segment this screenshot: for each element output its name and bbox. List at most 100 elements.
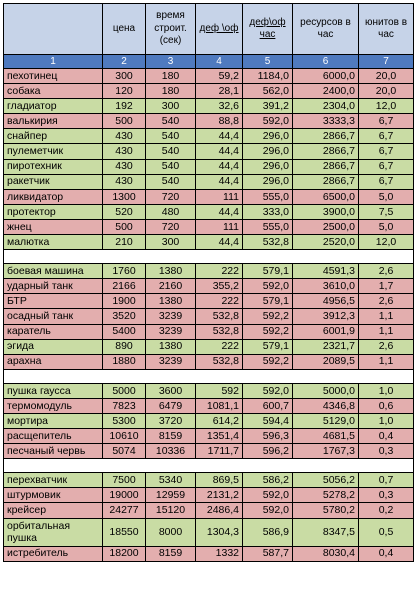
column-header: юнитов в час — [358, 3, 414, 55]
table-row: валькирия 500 540 88,8 592,0 3333,3 6,7 — [3, 113, 414, 130]
value-cell: 579,1 — [242, 263, 293, 280]
value-cell: 586,9 — [242, 517, 293, 547]
column-index: 3 — [145, 54, 196, 69]
column-index: 1 — [3, 54, 103, 69]
value-cell: 8347,5 — [292, 517, 359, 547]
value-cell: 592,0 — [242, 382, 293, 399]
value-cell: 4956,5 — [292, 293, 359, 310]
column-index: 7 — [358, 54, 414, 69]
value-cell: 44,4 — [195, 234, 243, 251]
value-cell: 3610,0 — [292, 278, 359, 295]
value-cell: 1184,0 — [242, 67, 293, 85]
value-cell: 500 — [102, 113, 146, 130]
group-separator — [3, 458, 414, 474]
value-cell: 10610 — [102, 428, 146, 445]
value-cell: 0,3 — [358, 487, 414, 504]
unit-name-cell: малютка — [3, 234, 103, 251]
table-row: истребитель 18200 8159 1332 587,7 8030,4 0,4 — [3, 545, 414, 562]
value-cell: 532,8 — [195, 323, 243, 340]
table-row: жнец 500 720 111 555,0 2500,0 5,0 — [3, 218, 414, 236]
table-row: малютка 210 300 44,4 532,8 2520,0 12,0 — [3, 234, 414, 251]
value-cell: 555,0 — [242, 188, 293, 205]
unit-name-cell: арахна — [3, 353, 103, 370]
column-index: 6 — [292, 54, 359, 69]
unit-name-cell: термомодуль — [3, 397, 103, 414]
value-cell: 1,0 — [358, 382, 414, 399]
value-cell: 333,0 — [242, 203, 293, 220]
column-header: деф \оф — [195, 3, 243, 55]
value-cell: 2866,7 — [292, 143, 359, 160]
value-cell: 562,0 — [242, 83, 293, 100]
value-cell: 5780,2 — [292, 502, 359, 519]
column-header: ресурсов в час — [292, 3, 359, 55]
value-cell: 2131,2 — [195, 487, 243, 504]
unit-name-cell: ударный танк — [3, 278, 103, 295]
unit-stats-table: цена время строит. (сек) деф \оф деф\оф час… — [3, 3, 414, 562]
table-row: арахна 1880 3239 532,8 592,2 2089,5 1,1 — [3, 353, 414, 370]
value-cell: 579,1 — [242, 338, 293, 355]
unit-name-cell: ракетчик — [3, 173, 103, 190]
value-cell: 532,8 — [195, 308, 243, 325]
value-cell: 222 — [195, 263, 243, 280]
unit-name-cell: песчаный червь — [3, 443, 103, 460]
value-cell: 5000 — [102, 382, 146, 399]
table-row: пехотинец 300 180 59,2 1184,0 6000,0 20,0 — [3, 67, 414, 85]
value-cell: 20,0 — [358, 83, 414, 100]
unit-name-cell: орбитальная пушка — [3, 517, 103, 547]
value-cell: 1,1 — [358, 323, 414, 340]
value-cell: 586,2 — [242, 472, 293, 489]
value-cell: 2321,7 — [292, 338, 359, 355]
value-cell: 594,4 — [242, 412, 293, 430]
value-cell: 596,3 — [242, 428, 293, 445]
value-cell: 592,2 — [242, 323, 293, 340]
value-cell: 579,1 — [242, 293, 293, 310]
unit-name-cell: эгида — [3, 338, 103, 355]
table-row: пушка гаусса 5000 3600 592 592,0 5000,0 1,0 — [3, 382, 414, 399]
value-cell: 720 — [145, 218, 196, 236]
table-row: осадный танк 3520 3239 532,8 592,2 3912,3 1,1 — [3, 308, 414, 325]
unit-name-cell: каратель — [3, 323, 103, 340]
value-cell: 720 — [145, 188, 196, 205]
unit-name-cell: осадный танк — [3, 308, 103, 325]
value-cell: 600,7 — [242, 397, 293, 414]
value-cell: 587,7 — [242, 545, 293, 562]
value-cell: 592,2 — [242, 308, 293, 325]
unit-name-cell: БТР — [3, 293, 103, 310]
table-row: боевая машина 1760 1380 222 579,1 4591,3 2,6 — [3, 263, 414, 280]
value-cell: 18550 — [102, 517, 146, 547]
value-cell: 1351,4 — [195, 428, 243, 445]
value-cell: 1332 — [195, 545, 243, 562]
value-cell: 180 — [145, 67, 196, 85]
value-cell: 1711,7 — [195, 443, 243, 460]
unit-name-cell: ликвидатор — [3, 188, 103, 205]
value-cell: 8159 — [145, 428, 196, 445]
value-cell: 32,6 — [195, 98, 243, 115]
unit-name-cell: расщепитель — [3, 428, 103, 445]
value-cell: 1,7 — [358, 278, 414, 295]
value-cell: 5400 — [102, 323, 146, 340]
spreadsheet: цена время строит. (сек) деф \оф деф\оф час… — [3, 3, 414, 605]
separator-cell — [3, 249, 414, 265]
value-cell: 18200 — [102, 545, 146, 562]
value-cell: 614,2 — [195, 412, 243, 430]
value-cell: 0,3 — [358, 443, 414, 460]
value-cell: 5,0 — [358, 188, 414, 205]
value-cell: 8159 — [145, 545, 196, 562]
table-row: пиротехник 430 540 44,4 296,0 2866,7 6,7 — [3, 158, 414, 175]
column-header: время строит. (сек) — [145, 3, 196, 55]
column-header — [3, 3, 103, 55]
value-cell: 1380 — [145, 263, 196, 280]
value-cell: 2520,0 — [292, 234, 359, 251]
value-cell: 1380 — [145, 338, 196, 355]
value-cell: 6,7 — [358, 173, 414, 190]
unit-name-cell: истребитель — [3, 545, 103, 562]
value-cell: 5129,0 — [292, 412, 359, 430]
table-row: снайпер 430 540 44,4 296,0 2866,7 6,7 — [3, 128, 414, 145]
value-cell: 1880 — [102, 353, 146, 370]
value-cell: 1760 — [102, 263, 146, 280]
value-cell: 8000 — [145, 517, 196, 547]
value-cell: 869,5 — [195, 472, 243, 489]
value-cell: 480 — [145, 203, 196, 220]
value-cell: 5340 — [145, 472, 196, 489]
value-cell: 4346,8 — [292, 397, 359, 414]
